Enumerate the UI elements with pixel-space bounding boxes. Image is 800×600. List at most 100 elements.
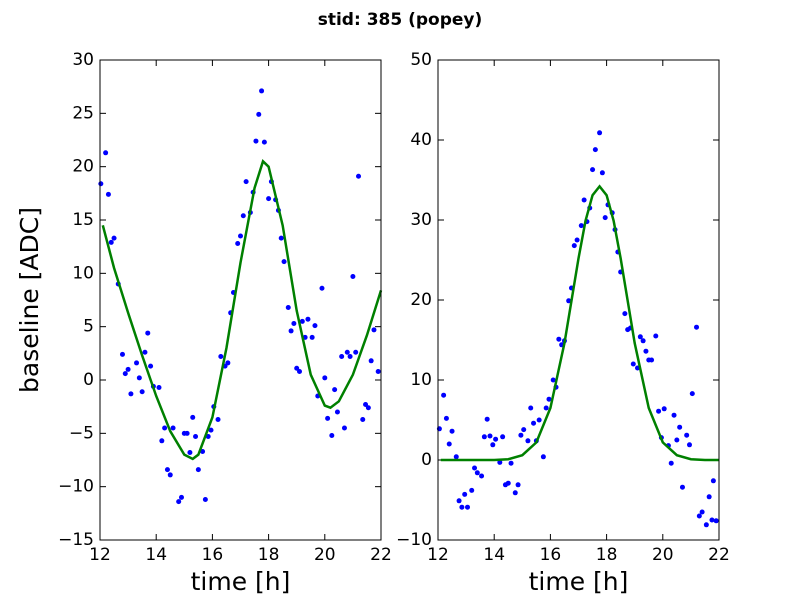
data-point [312, 323, 318, 329]
data-point [497, 459, 503, 465]
data-point [546, 396, 552, 402]
x-tick-label: 14 [145, 545, 167, 565]
y-tick-label: −10 [58, 477, 94, 497]
data-point [487, 433, 493, 439]
data-point [653, 333, 659, 339]
data-point [518, 432, 524, 438]
y-tick-label: −15 [58, 530, 94, 550]
data-point [319, 285, 325, 291]
axes-frame [437, 59, 720, 541]
data-point [536, 417, 542, 423]
data-point [677, 424, 683, 430]
x-tick-label: 16 [202, 545, 224, 565]
data-point [334, 409, 340, 415]
data-point [590, 167, 596, 173]
data-point [291, 320, 297, 326]
data-point [474, 470, 480, 476]
data-point [208, 427, 214, 433]
y-tick-label: 30 [410, 210, 432, 230]
data-point [142, 349, 148, 355]
data-point [449, 428, 455, 434]
data-point [622, 311, 628, 317]
x-axis-label: time [h] [529, 567, 629, 596]
data-point [571, 243, 577, 249]
data-point [578, 223, 584, 229]
data-point [103, 150, 109, 156]
data-point [528, 405, 534, 411]
data-point [356, 173, 362, 179]
data-point [446, 441, 452, 447]
data-point [521, 427, 527, 433]
data-point [164, 467, 170, 473]
data-point [689, 391, 695, 397]
data-point [243, 179, 249, 185]
axes-frame [99, 59, 382, 541]
data-point [465, 504, 471, 510]
data-point [281, 259, 287, 265]
data-point [339, 354, 345, 360]
data-point [713, 518, 719, 524]
data-point [599, 170, 605, 176]
x-tick-label: 16 [540, 545, 562, 565]
subplot: 12 14 16 18 20 22 −15 −10 −5 0 5 10 15 20 25 30 time [h]… [15, 50, 392, 596]
data-point [148, 363, 154, 369]
data-point [531, 420, 537, 426]
data-point [215, 416, 221, 422]
y-tick-label: 40 [410, 130, 432, 150]
data-point [365, 405, 371, 411]
data-point [288, 328, 294, 334]
data-point [240, 213, 246, 219]
data-point [178, 494, 184, 500]
data-point [459, 504, 465, 510]
y-tick-label: 5 [83, 317, 94, 337]
data-point [630, 361, 636, 367]
data-point [360, 416, 366, 422]
x-tick-label: 22 [708, 545, 730, 565]
data-point [322, 375, 328, 381]
data-point [218, 354, 224, 360]
data-point [574, 237, 580, 243]
data-point [187, 450, 193, 456]
data-point [309, 334, 315, 340]
data-point [341, 425, 347, 431]
y-tick-label: 30 [72, 50, 94, 70]
x-tick-label: 12 [427, 545, 449, 565]
data-point [278, 235, 284, 241]
y-tick-label: 0 [83, 370, 94, 390]
data-point [640, 338, 646, 344]
data-point [540, 454, 546, 460]
data-point [285, 304, 291, 310]
data-point [184, 430, 190, 436]
y-tick-label: 50 [410, 50, 432, 70]
y-tick-label: 20 [410, 290, 432, 310]
subplot: 12 14 16 18 20 22 −10 0 10 20 30 40 50 time [h] [396, 50, 730, 596]
data-point [170, 425, 176, 431]
data-point [686, 442, 692, 448]
data-point [190, 414, 196, 420]
data-point [297, 368, 303, 374]
data-point [674, 437, 680, 443]
data-point [202, 496, 208, 502]
data-point [661, 406, 667, 412]
data-point [453, 454, 459, 460]
data-point [696, 513, 702, 519]
data-point [167, 472, 173, 478]
y-tick-label: −10 [396, 530, 432, 550]
data-point [353, 349, 359, 355]
data-point [305, 316, 311, 322]
data-point [136, 375, 142, 381]
data-point [299, 318, 305, 324]
data-point [710, 478, 716, 484]
x-tick-label: 18 [596, 545, 618, 565]
y-tick-label: 20 [72, 157, 94, 177]
data-point [592, 147, 598, 153]
data-point [119, 351, 125, 357]
data-point [368, 358, 374, 364]
y-tick-label: −5 [69, 423, 94, 443]
fit-line [440, 184, 719, 462]
data-point [550, 377, 556, 383]
x-tick-label: 22 [370, 545, 392, 565]
data-point [176, 499, 182, 505]
data-point [266, 196, 272, 202]
